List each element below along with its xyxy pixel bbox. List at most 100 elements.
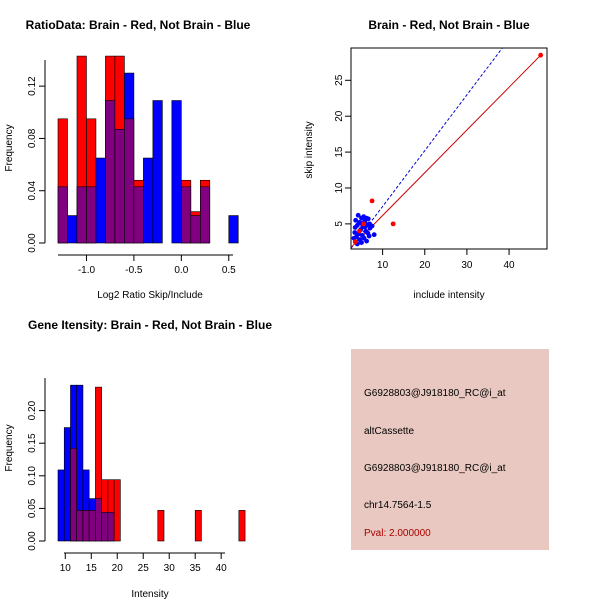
x-tick-label: 20 — [419, 260, 431, 271]
intensity-histogram-title: Gene Itensity: Brain - Red, Not Brain - … — [28, 318, 272, 332]
y-tick-label: 15 — [334, 146, 345, 158]
overlap-bar-3 — [76, 510, 84, 542]
ratio-ticks: -1.0 -0.5 0.0 0.5 0.00 0.04 0.08 0.12 — [27, 76, 236, 276]
brain-bar-29 — [238, 510, 246, 542]
not-brain-bar-10 — [152, 100, 163, 244]
y-tick-label: 5 — [334, 221, 345, 227]
x-tick-label: -1.0 — [78, 265, 96, 276]
overlap-bar-2 — [76, 186, 87, 244]
x-tick-label: 20 — [112, 563, 124, 574]
overlap-bar-8 — [133, 186, 144, 244]
y-tick-label: 25 — [334, 74, 345, 86]
x-tick-label: 25 — [138, 563, 150, 574]
overlap-bar-3 — [86, 186, 97, 244]
not-brain-bar-12 — [171, 100, 182, 244]
not-brain-point — [366, 233, 372, 239]
intensity-ticks: 10 15 20 25 30 35 40 0.00 0.05 0.10 0.15 0.20 — [27, 400, 227, 574]
brain-point — [352, 239, 358, 245]
overlap-bar-8 — [107, 512, 115, 542]
overlap-bar-2 — [70, 448, 78, 542]
brain-point — [361, 221, 367, 227]
red-fit-line — [350, 54, 542, 248]
x-tick-label: 0.5 — [222, 265, 236, 276]
ratio-x-label: Log2 Ratio Skip/Include — [97, 290, 203, 301]
overlap-bar-0 — [57, 186, 68, 244]
x-tick-label: 30 — [164, 563, 176, 574]
overlap-bar-7 — [101, 512, 109, 542]
x-tick-label: -0.5 — [125, 265, 143, 276]
not-brain-point — [371, 232, 377, 238]
not-brain-point — [352, 230, 358, 235]
info-probe-id: G6928803@J918180_RC@i_at — [364, 388, 506, 399]
not-brain-point — [355, 212, 361, 218]
scatter-points — [351, 52, 544, 247]
brain-point — [357, 228, 362, 234]
info-pval: Pval: 2.000000 — [364, 528, 431, 539]
not-brain-point — [359, 240, 364, 245]
y-tick-label: 0.10 — [27, 466, 38, 486]
ratio-histogram-title: RatioData: Brain - Red, Not Brain - Blue — [26, 18, 251, 32]
brain-point — [390, 221, 396, 227]
not-brain-bar-9 — [143, 157, 154, 244]
diagonal-reference-line — [350, 47, 503, 249]
y-tick-label: 0.04 — [27, 181, 38, 201]
not-brain-point — [353, 217, 359, 223]
y-tick-label: 0.20 — [27, 400, 38, 420]
scatter-y-label: skip intensity — [304, 121, 315, 178]
not-brain-point — [364, 238, 369, 244]
x-tick-label: 35 — [190, 563, 202, 574]
ratio-histogram-bars — [57, 55, 239, 244]
not-brain-bar-18 — [228, 215, 239, 244]
scatter-plot-box — [350, 47, 548, 250]
not-brain-point — [364, 215, 369, 221]
brain-point — [538, 52, 544, 58]
scatter-lines — [350, 47, 542, 249]
x-tick-label: 15 — [86, 563, 98, 574]
overlap-bar-7 — [124, 118, 135, 244]
y-tick-label: 0.05 — [27, 498, 38, 518]
info-location: chr14.7564-1.5 — [364, 500, 432, 511]
brain-bar-9 — [113, 479, 121, 542]
ratio-histogram-panel: RatioData: Brain - Red, Not Brain - Blue… — [4, 18, 251, 301]
intensity-histogram-bars — [57, 384, 246, 542]
overlap-bar-14 — [190, 215, 201, 244]
info-probe-id-2: G6928803@J918180_RC@i_at — [364, 463, 506, 474]
y-tick-label: 0.08 — [27, 128, 38, 148]
info-panel-background — [351, 349, 549, 550]
brain-bar-22 — [194, 510, 202, 542]
info-event-type: altCassette — [364, 426, 414, 437]
y-tick-label: 10 — [334, 182, 345, 194]
overlap-bar-4 — [82, 510, 90, 542]
scatter-panel: Brain - Red, Not Brain - Blue 10 20 30 4051… — [304, 18, 548, 301]
overlap-bar-5 — [105, 100, 116, 244]
overlap-bar-6 — [114, 128, 125, 244]
overlap-bar-13 — [181, 186, 192, 244]
x-tick-label: 10 — [377, 260, 389, 271]
y-tick-label: 20 — [334, 110, 345, 122]
brain-bar-16 — [157, 510, 165, 542]
info-panel: G6928803@J918180_RC@i_at altCassette G69… — [351, 349, 549, 550]
scatter-x-label: include intensity — [413, 290, 484, 301]
overlap-bar-5 — [88, 510, 96, 542]
y-tick-label: 0.00 — [27, 233, 38, 253]
x-tick-label: 40 — [504, 260, 516, 271]
scatter-ticks: 10 20 30 40 5 10 15 20 25 — [334, 74, 515, 271]
scatter-title: Brain - Red, Not Brain - Blue — [368, 18, 530, 32]
y-tick-label: 0.12 — [27, 76, 38, 96]
ratio-y-label: Frequency — [4, 124, 15, 171]
not-brain-bar-1 — [67, 215, 78, 244]
not-brain-bar-4 — [95, 157, 106, 244]
intensity-x-label: Intensity — [131, 589, 168, 600]
x-tick-label: 0.0 — [174, 265, 188, 276]
intensity-histogram-panel: Gene Itensity: Brain - Red, Not Brain - … — [4, 318, 272, 600]
not-brain-bar-0 — [57, 469, 65, 542]
brain-point — [369, 198, 375, 204]
intensity-y-label: Frequency — [4, 424, 15, 471]
not-brain-point — [367, 221, 372, 227]
overlap-bar-15 — [200, 186, 211, 244]
x-tick-label: 40 — [216, 563, 228, 574]
overlap-bar-6 — [95, 498, 102, 542]
x-tick-label: 30 — [461, 260, 473, 271]
y-tick-label: 0.15 — [27, 433, 38, 453]
